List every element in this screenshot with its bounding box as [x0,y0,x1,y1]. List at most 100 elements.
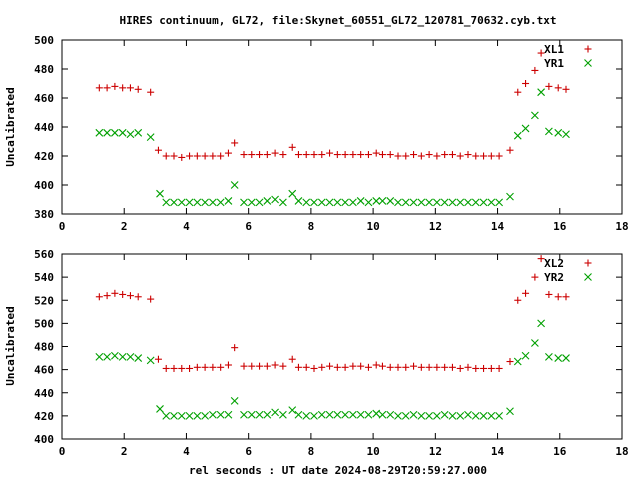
x-tick-label: 12 [429,445,442,458]
legend-marker-xl2 [584,259,592,267]
chart-panel-1: 0 2 4 6 8 10 12 14 16 18 380 400 420 440 460 480 500 Unca… [4,34,629,233]
y-tick-label: 460 [34,364,54,377]
data-point-xl2 [154,355,162,363]
data-point-xl1 [279,151,287,159]
data-point-xl2 [279,362,287,370]
y-tick-label: 480 [34,341,54,354]
data-point-xl2 [456,364,464,372]
y-tick-label: 420 [34,150,54,163]
data-point-yr2 [417,411,426,420]
data-point-yr1 [386,197,395,205]
data-point-yr2 [531,339,539,347]
data-point-xl1 [271,149,279,157]
data-point-yr2 [401,411,410,420]
data-point-yr2 [325,410,334,419]
data-point-yr2 [456,411,465,420]
data-point-xl1 [341,151,349,159]
x-tick-label: 6 [245,445,252,458]
y-tick-label: 440 [34,387,54,400]
data-point-xl2 [441,363,449,371]
data-point-xl1 [248,151,256,159]
y-tick-label: 540 [34,271,54,284]
data-point-yr2 [240,410,248,419]
x-tick-label: 16 [553,445,567,458]
data-point-yr2 [479,411,488,420]
data-point-xl2 [464,363,472,371]
data-point-yr2 [302,411,311,420]
series-yr1 [95,88,570,207]
data-point-yr1 [341,198,350,207]
data-point-xl2 [217,363,225,371]
data-point-xl2 [410,362,418,370]
y-tick-label: 520 [34,294,54,307]
data-point-yr1 [531,111,539,120]
data-point-yr1 [356,197,365,205]
legend-marker-xl1 [584,45,592,53]
data-point-xl1 [103,84,111,92]
x-tick-label: 0 [59,445,66,458]
data-point-xl2 [134,293,142,301]
data-point-yr1 [162,198,171,207]
data-point-xl2 [514,296,522,304]
data-point-yr2 [224,410,233,419]
data-point-xl1 [537,49,545,57]
y-tick-label: 400 [34,179,54,192]
series-yr2 [95,319,570,420]
data-point-xl2 [95,293,103,301]
data-point-yr2 [271,408,280,417]
data-point-yr2 [333,410,342,419]
series-xl2 [95,255,570,372]
data-point-yr1 [448,198,457,207]
x-tick-label: 12 [429,220,442,233]
data-point-xl1 [326,149,334,157]
data-point-yr2 [513,357,522,366]
data-point-yr1 [471,198,480,207]
legend-label-xl2: XL2 [544,257,564,270]
data-point-xl2 [302,363,310,371]
data-point-xl2 [119,290,127,298]
data-point-yr2 [364,410,373,419]
data-point-yr1 [479,198,488,207]
x-axis-label: rel seconds : UT date 2024-08-29T20:59:2… [189,464,487,477]
data-point-yr1 [216,198,225,207]
data-point-yr1 [230,181,239,189]
data-point-yr1 [495,198,504,207]
data-point-xl1 [372,149,380,157]
data-point-yr1 [333,198,342,207]
data-point-yr2 [278,410,287,419]
data-point-xl1 [231,139,239,147]
data-point-yr2 [255,410,264,419]
data-point-xl2 [248,362,256,370]
data-point-xl2 [448,363,456,371]
data-point-xl1 [514,88,522,96]
data-point-xl2 [103,292,111,300]
legend-label-yr1: YR1 [544,57,564,70]
data-point-yr2 [201,411,210,420]
data-point-yr2 [118,353,127,361]
data-point-yr1 [118,128,127,137]
data-point-yr1 [208,198,217,207]
data-point-yr2 [448,411,457,420]
data-point-xl1 [119,84,127,92]
data-point-yr2 [247,410,256,419]
data-point-xl1 [263,151,271,159]
data-point-yr2 [146,356,155,365]
data-point-yr1 [401,198,410,207]
data-point-xl1 [410,151,418,159]
y-tick-label: 560 [34,248,54,261]
data-point-xl1 [464,151,472,159]
data-point-xl1 [364,151,372,159]
data-point-xl2 [318,363,326,371]
x-tick-label: 10 [366,445,379,458]
data-point-xl2 [425,363,433,371]
legend-label-xl1: XL1 [544,43,564,56]
x-tick-label: 18 [615,220,628,233]
data-point-xl2 [224,361,232,369]
data-point-xl2 [310,364,318,372]
data-point-yr1 [110,128,119,137]
data-point-yr2 [394,411,402,420]
legend-marker-yr2 [584,273,592,281]
data-point-xl2 [271,361,279,369]
data-point-xl1 [448,151,456,159]
data-point-yr2 [103,353,112,361]
